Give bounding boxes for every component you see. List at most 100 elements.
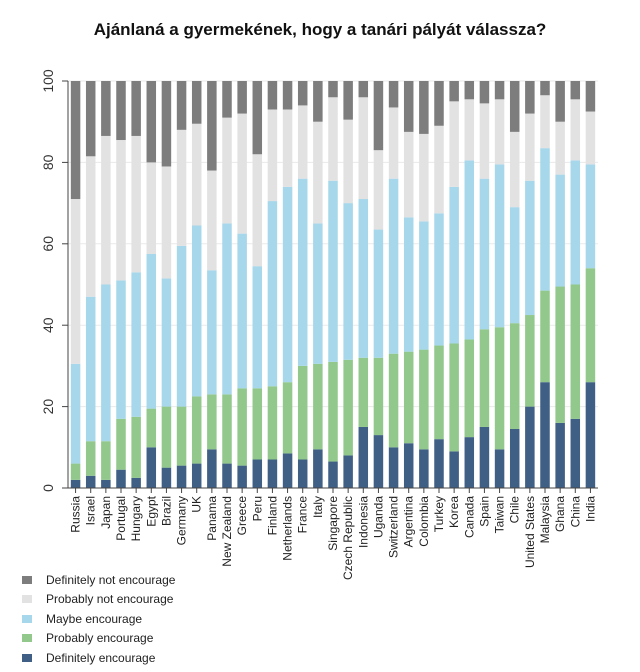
bar-segment — [479, 81, 490, 104]
bar-segment — [585, 111, 596, 165]
legend-item: Definitely not encourage — [22, 570, 175, 590]
bar-segment — [222, 463, 232, 488]
y-tick-label: 20 — [40, 399, 56, 415]
bar-segment — [373, 435, 384, 488]
bar-segment — [570, 99, 581, 161]
bar-segment — [101, 135, 111, 285]
bar-segment — [555, 422, 565, 488]
bar-segment — [509, 81, 520, 132]
x-tick-label: Israel — [84, 496, 98, 525]
bar-segment — [267, 109, 278, 202]
y-tick-label: 100 — [40, 69, 56, 93]
bar-segment — [494, 327, 505, 450]
bar-segment — [297, 105, 308, 179]
bar-segment — [222, 81, 232, 118]
bar-segment — [116, 81, 126, 141]
bar-segment — [434, 345, 444, 440]
bar-segment — [237, 113, 247, 234]
bar-segment — [525, 81, 535, 114]
bar-segment — [419, 133, 429, 222]
x-tick-label: Brazil — [159, 496, 173, 526]
bar-segment — [570, 81, 581, 100]
y-tick-label: 40 — [40, 317, 56, 333]
bar-segment — [388, 107, 399, 179]
bar-segment — [494, 99, 505, 165]
bar-segment — [146, 81, 157, 163]
bar-segment — [555, 174, 565, 287]
bar-segment — [449, 186, 459, 344]
bar-segment — [494, 449, 505, 488]
bar-segment — [540, 81, 550, 96]
bar-segment — [343, 359, 353, 456]
x-tick-label: Hungary — [129, 496, 143, 541]
bar-segment — [313, 363, 323, 450]
bar-segment — [146, 162, 157, 254]
legend-item: Definitely encourage — [22, 648, 175, 668]
bar-segment — [282, 109, 293, 187]
x-tick-label: Czech Republic — [341, 496, 355, 580]
x-tick-label: Canada — [462, 496, 476, 538]
bar-segment — [403, 131, 414, 218]
bar-segment — [85, 441, 96, 476]
bar-segment — [464, 160, 475, 340]
bar-segment — [146, 253, 157, 409]
bar-segment — [449, 343, 459, 452]
bar-segment — [131, 272, 141, 417]
y-tick-label: 80 — [40, 154, 56, 170]
x-tick-label: Peru — [250, 496, 264, 521]
bar-segment — [343, 119, 353, 204]
chart-title: Ajánlaná a gyermekének, hogy a tanári pá… — [93, 20, 547, 39]
bar-segment — [282, 81, 293, 110]
legend-label: Probably encourage — [46, 631, 154, 646]
bar-segment — [525, 315, 535, 407]
bar-segment — [373, 229, 384, 358]
bar-segment — [403, 81, 414, 132]
x-tick-label: Germany — [175, 496, 189, 545]
x-tick-label: Colombia — [417, 496, 431, 547]
bar-segment — [191, 81, 202, 124]
bar-segment — [540, 148, 550, 291]
bar-segment — [313, 223, 323, 364]
x-tick-label: Switzerland — [387, 496, 401, 558]
bar-segment — [146, 447, 157, 488]
bar-segment — [101, 284, 111, 442]
bar-segment — [328, 361, 338, 462]
bar-segment — [176, 465, 187, 488]
bar-segment — [282, 453, 293, 488]
legend-label: Definitely not encourage — [46, 572, 176, 587]
bar-segment — [449, 81, 459, 102]
bar-segment — [85, 81, 96, 157]
bar-segment — [116, 140, 126, 281]
bar-segment — [176, 129, 187, 246]
x-tick-label: Finland — [265, 496, 279, 535]
bar-segment — [419, 449, 429, 488]
bar-segment — [358, 97, 369, 200]
x-tick-label: Korea — [447, 496, 461, 528]
x-tick-label: New Zealand — [220, 496, 234, 567]
legend-swatch — [22, 634, 32, 643]
bar-segment — [570, 160, 581, 285]
bar-segment — [70, 199, 81, 364]
bar-segment — [585, 268, 596, 383]
x-tick-label: Portugal — [114, 496, 128, 541]
bar-segment — [85, 475, 96, 488]
bar-segment — [419, 349, 429, 450]
bar-segment — [449, 101, 459, 187]
bar-segment — [434, 213, 444, 346]
bar-segment — [191, 396, 202, 464]
legend-label: Maybe encourage — [46, 611, 143, 626]
bar-segment — [403, 217, 414, 352]
bar-segment — [101, 479, 111, 488]
bar-segment — [479, 329, 490, 427]
bar-segment — [237, 233, 247, 389]
legend-item: Probably encourage — [22, 629, 175, 649]
bar-segment — [343, 203, 353, 360]
bar-segment — [373, 357, 384, 436]
bar-segment — [464, 99, 475, 161]
bar-segment — [343, 455, 353, 488]
bar-segment — [403, 443, 414, 488]
bar-segment — [161, 166, 172, 279]
bar-segment — [207, 270, 217, 395]
bar-segment — [70, 81, 81, 200]
